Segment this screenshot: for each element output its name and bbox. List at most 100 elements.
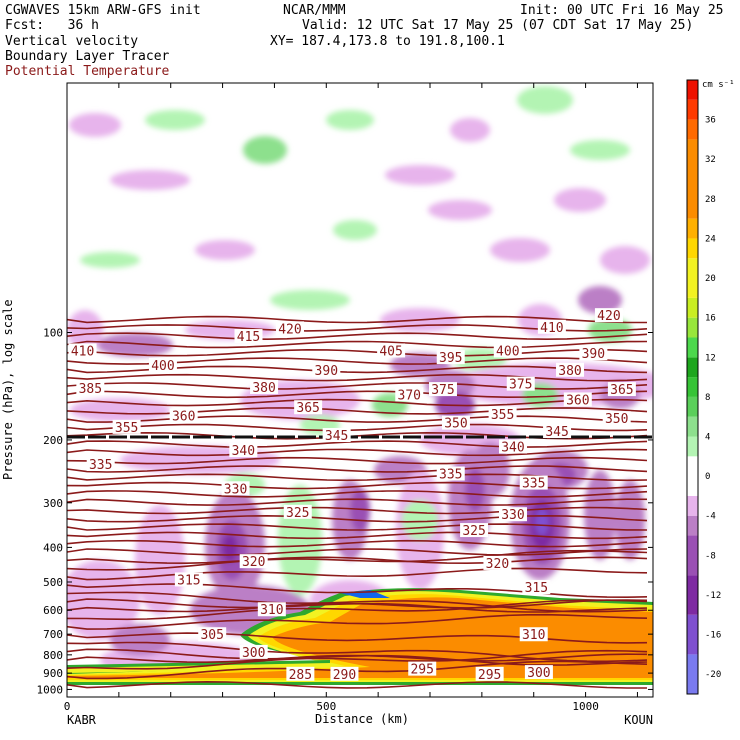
theta-label: 315 (525, 581, 548, 596)
theta-label-bg (428, 382, 457, 397)
theta-label: 335 (439, 468, 462, 483)
theta-label-bg (602, 411, 631, 426)
theta-contour (67, 548, 648, 556)
colorbar: 36 32 28 24 20 16 12 8 4 0 -4 -8 -12 -16 -20 (686, 79, 721, 695)
theta-label-bg (198, 627, 227, 642)
theta-label-bg (322, 428, 351, 443)
colorbar-segment (687, 80, 698, 100)
theta-label: 295 (410, 663, 433, 678)
theta-label-bg (563, 392, 592, 407)
plot-frame (66, 82, 654, 698)
theta-label-bg (169, 408, 198, 423)
theta-label-bg (234, 329, 263, 344)
theta-label-bg (594, 308, 623, 323)
y-tick-label: 500 (43, 576, 63, 589)
theta-label: 340 (232, 444, 255, 459)
end-location-label: KOUN (624, 713, 653, 727)
colorbar-segment (687, 377, 698, 397)
theta-label-bg (488, 406, 517, 421)
theta-label-bg (148, 357, 177, 372)
theta-label: 355 (491, 408, 514, 423)
cross-section-endpoints: XY= 187.4,173.8 to 191.8,100.1 (270, 34, 505, 49)
theta-label: 380 (558, 364, 581, 379)
colorbar-tick-label: -8 (705, 551, 716, 561)
theta-label: 345 (325, 429, 348, 444)
theta-label: 370 (398, 388, 421, 403)
colorbar-segment (687, 317, 698, 338)
organization: NCAR/MMM (283, 3, 346, 18)
theta-label: 285 (289, 668, 312, 683)
colorbar-tick-label: 12 (705, 353, 716, 363)
theta-label: 325 (286, 506, 309, 521)
colorbar-tick-label: 4 (705, 433, 710, 443)
theta-label: 330 (224, 482, 247, 497)
theta-label-bg (377, 343, 406, 358)
y-axis-label: Pressure (hPa), log scale (1, 299, 15, 480)
theta-label-bg (239, 644, 268, 659)
y-tick-label: 1000 (37, 683, 64, 696)
colorbar-segment (687, 258, 698, 298)
theta-contour (67, 382, 648, 390)
theta-contour (67, 481, 648, 490)
theta-label: 350 (444, 417, 467, 432)
theta-label: 305 (200, 628, 223, 643)
y-tick-label: 800 (43, 649, 63, 662)
colorbar-segment (687, 337, 698, 358)
theta-label: 390 (582, 347, 605, 362)
theta-contour (67, 332, 648, 341)
theta-label-bg (519, 475, 548, 490)
theta-label: 355 (115, 421, 138, 436)
theta-contour (67, 613, 648, 630)
theta-contour (67, 649, 648, 670)
theta-contour (67, 315, 647, 324)
colorbar-tick-label: -12 (705, 591, 721, 601)
valid-time: Valid: 12 UTC Sat 17 May 25 (07 CDT Sat … (302, 18, 694, 33)
theta-label: 375 (431, 383, 454, 398)
theta-label-bg (408, 661, 437, 676)
colorbar-tick-label: -16 (705, 631, 721, 641)
theta-label-bg (330, 666, 359, 681)
theta-label-bg (493, 343, 522, 358)
theta-label-bg (250, 379, 279, 394)
y-tick-label: 300 (43, 497, 63, 510)
theta-contour (67, 490, 648, 498)
theta-label: 325 (462, 524, 485, 539)
theta-label: 300 (527, 666, 550, 681)
theta-contour (67, 390, 648, 399)
theta-contour (67, 523, 648, 531)
x-axis-label: Distance (km) (315, 712, 409, 726)
model-title: CGWAVES 15km ARW-GFS init (5, 3, 201, 18)
theta-label: 335 (522, 477, 545, 492)
colorbar-tick-label: 28 (705, 195, 716, 205)
y-tick-label: 200 (43, 434, 63, 447)
x-tick-label: 500 (316, 700, 336, 713)
theta-label: 410 (540, 321, 563, 336)
theta-label: 300 (242, 646, 265, 661)
theta-contour (67, 373, 648, 382)
theta-label: 410 (71, 344, 94, 359)
theta-label-bg (519, 627, 548, 642)
theta-label: 320 (486, 557, 509, 572)
theta-label: 400 (496, 344, 519, 359)
theta-label-bg (498, 439, 527, 454)
theta-contour (67, 599, 648, 613)
y-tick-label: 700 (43, 628, 63, 641)
theta-contour (67, 556, 648, 565)
theta-contour (67, 506, 648, 515)
colorbar-tick-label: 32 (705, 155, 716, 165)
theta-label: 405 (379, 344, 402, 359)
theta-label-bg (286, 666, 315, 681)
theta-contour (67, 539, 648, 548)
theta-label-bg (294, 400, 323, 415)
theta-label-bg (312, 362, 341, 377)
theta-label: 320 (242, 555, 265, 570)
theta-label-bg (221, 481, 250, 496)
theta-label-bg (441, 415, 470, 430)
theta-contour (67, 440, 648, 448)
theta-label: 350 (605, 412, 628, 427)
theta-contour (67, 680, 647, 689)
theta-label-bg (522, 580, 551, 595)
theta-contour (67, 348, 648, 357)
colorbar-tick-label: 20 (705, 274, 716, 284)
